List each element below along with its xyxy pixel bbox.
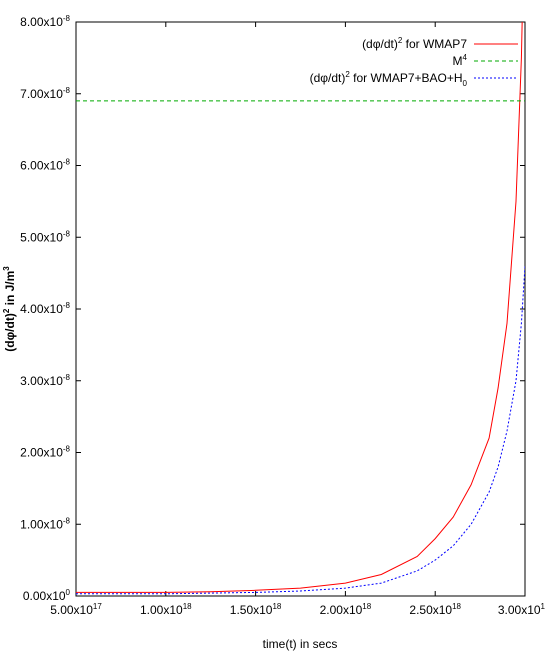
y-tick-label: 2.00x10-8 — [20, 445, 70, 460]
y-axis-label: (dφ/dt)2 in J/m3 — [2, 266, 17, 352]
y-tick-label: 0.00x100 — [23, 588, 71, 603]
legend-label-2: M4 — [453, 53, 468, 68]
y-tick-label: 6.00x10-8 — [20, 158, 70, 173]
x-axis-label: time(t) in secs — [263, 637, 338, 651]
y-tick-label: 7.00x10-8 — [20, 86, 70, 101]
y-tick-label: 1.00x10-8 — [20, 516, 70, 531]
legend-label-3: (dφ/dt)2 for WMAP7+BAO+H0 — [310, 70, 468, 88]
legend: (dφ/dt)2 for WMAP7 M4 (dφ/dt)2 for WMAP7+B… — [310, 36, 518, 88]
x-tick-label: 5.00x1017 — [50, 602, 102, 617]
y-tick-label: 8.00x10-8 — [20, 14, 70, 29]
series — [76, 22, 525, 595]
y-tick-label: 5.00x10-8 — [20, 229, 70, 244]
y-tick-label: 3.00x10-8 — [20, 373, 70, 388]
x-tick-label: 1.00x1018 — [140, 602, 192, 617]
x-tick-label: 2.00x1018 — [320, 602, 372, 617]
series-line-1 — [76, 22, 523, 593]
x-tick-label: 1.50x1018 — [230, 602, 282, 617]
x-tick-label: 2.50x1018 — [409, 602, 461, 617]
legend-label-1: (dφ/dt)2 for WMAP7 — [362, 36, 467, 51]
series-line-3 — [76, 265, 525, 595]
x-tick-label: 3.00x101 — [498, 602, 545, 617]
y-tick-label: 4.00x10-8 — [20, 301, 70, 316]
ticks: 0.00x100 1.00x10-8 2.00x10-8 3.00x10-8 4.00x… — [20, 14, 545, 617]
